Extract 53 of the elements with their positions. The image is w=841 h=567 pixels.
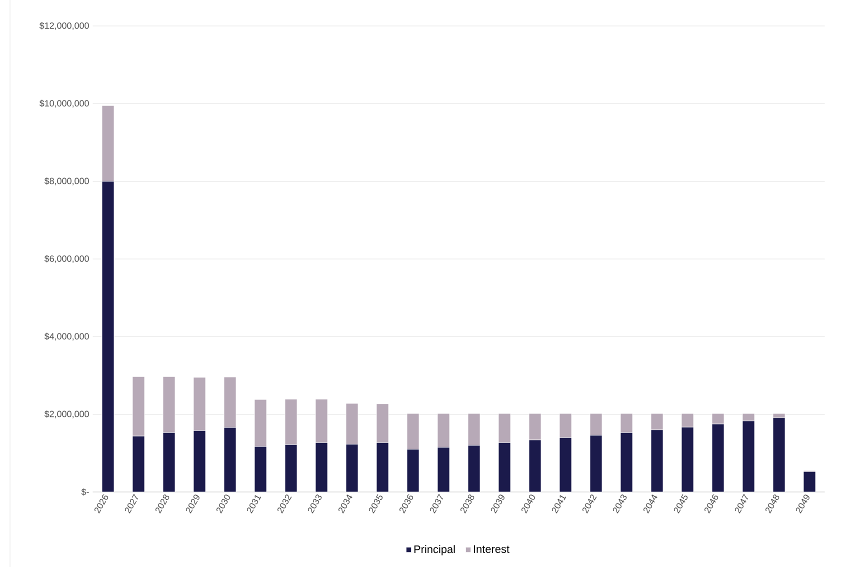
y-tick-label: $12,000,000 [39,22,89,30]
bar [620,413,633,433]
bar [315,398,328,443]
y-tick-label: $10,000,000 [39,100,89,108]
bar [590,435,602,492]
bar [528,413,542,440]
bar [528,440,542,492]
bar [224,427,236,492]
bar [742,413,755,422]
bar [620,432,633,492]
bar [376,404,389,443]
bar [193,430,206,492]
bar [376,442,389,492]
bar [346,444,358,492]
bar [650,413,664,430]
y-tick-label: $4,000,000 [44,332,89,341]
bar [406,449,420,492]
bar [772,418,786,492]
bar [315,442,328,492]
y-tick-label: $8,000,000 [44,177,89,186]
bar [590,413,602,436]
y-tick-label: $2,000,000 [44,410,89,418]
bar [346,403,358,444]
bar [712,424,724,492]
bar [132,376,145,436]
bar [162,376,176,433]
bar [650,430,664,492]
bar [559,437,572,492]
y-tick-label: $- [81,488,89,496]
bar [437,413,450,448]
bar [224,376,236,428]
bar [102,181,114,492]
bar [712,413,724,424]
bar [284,444,298,492]
bar [498,442,511,492]
bar [437,447,450,492]
bar [254,399,267,447]
bar [681,413,694,428]
bar [468,413,480,446]
legend-label: Interest [474,545,510,553]
bar [468,445,480,492]
bar [498,413,511,443]
bar [742,420,755,492]
bar [132,436,145,492]
y-tick-label: $6,000,000 [44,255,89,263]
bar [284,398,298,445]
bar [193,377,206,431]
legend-label: Principal [414,545,455,556]
bar [406,413,420,450]
bar [162,432,176,492]
bar [559,413,572,438]
bar [681,426,694,492]
bar [254,446,267,492]
